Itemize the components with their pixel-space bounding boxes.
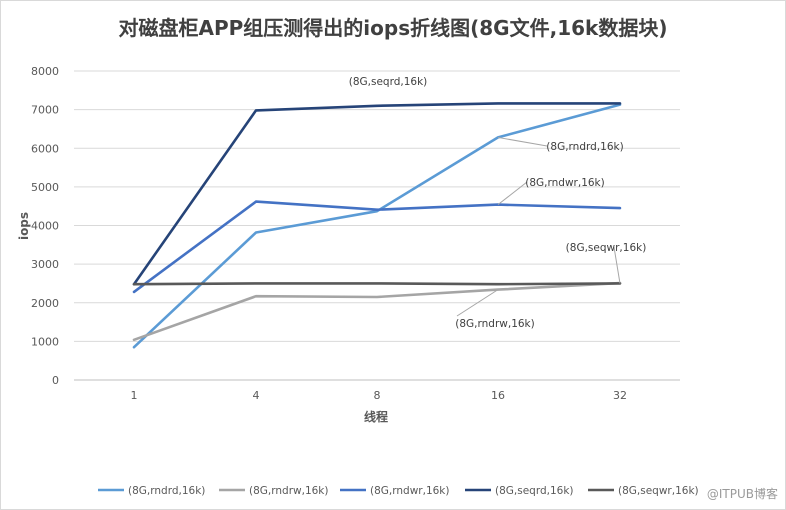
watermark: @ITPUB博客 bbox=[706, 487, 778, 501]
legend-label-2: (8G,rndwr,16k) bbox=[370, 485, 449, 497]
series-line-4 bbox=[132, 282, 622, 286]
y-tick-label-4: 4000 bbox=[31, 220, 59, 233]
y-tick-label-3: 3000 bbox=[31, 258, 59, 271]
annotation-label-2: (8G,rndwr,16k) bbox=[525, 177, 604, 189]
x-axis-title: 线程 bbox=[364, 409, 388, 424]
legend-label-0: (8G,rndrd,16k) bbox=[128, 485, 205, 497]
y-axis-title: iops bbox=[17, 212, 31, 240]
y-tick-label-1: 1000 bbox=[31, 335, 59, 348]
series-line-0 bbox=[132, 103, 622, 349]
series-line-2 bbox=[132, 200, 622, 294]
y-tick-label-5: 5000 bbox=[31, 181, 59, 194]
annotation-label-4: (8G,rndrw,16k) bbox=[455, 318, 534, 330]
x-tick-label-1: 4 bbox=[253, 389, 260, 402]
x-tick-label-3: 16 bbox=[491, 389, 505, 402]
annotation-leader-2 bbox=[497, 181, 528, 206]
chart-title: 对磁盘柜APP组压测得出的iops折线图(8G文件,16k数据块) bbox=[118, 16, 668, 40]
series-line-3 bbox=[132, 102, 622, 286]
x-tick-label-4: 32 bbox=[613, 389, 627, 402]
y-tick-label-0: 0 bbox=[52, 374, 59, 387]
legend-label-1: (8G,rndrw,16k) bbox=[249, 485, 328, 497]
annotation-label-3: (8G,seqwr,16k) bbox=[566, 242, 647, 254]
series-line-1 bbox=[132, 281, 622, 342]
y-tick-label-8: 8000 bbox=[31, 65, 59, 78]
annotation-label-0: (8G,seqrd,16k) bbox=[349, 76, 428, 88]
annotation-leader-3 bbox=[613, 246, 621, 284]
annotation-leader-4 bbox=[456, 289, 499, 317]
y-tick-label-6: 6000 bbox=[31, 142, 59, 155]
annotation-label-1: (8G,rndrd,16k) bbox=[546, 141, 623, 153]
legend-label-3: (8G,seqrd,16k) bbox=[495, 485, 574, 497]
y-tick-label-2: 2000 bbox=[31, 297, 59, 310]
x-tick-label-0: 1 bbox=[131, 389, 138, 402]
annotation-leader-1 bbox=[497, 136, 548, 147]
legend-label-4: (8G,seqwr,16k) bbox=[618, 485, 699, 497]
y-tick-label-7: 7000 bbox=[31, 104, 59, 117]
x-tick-label-2: 8 bbox=[374, 389, 381, 402]
